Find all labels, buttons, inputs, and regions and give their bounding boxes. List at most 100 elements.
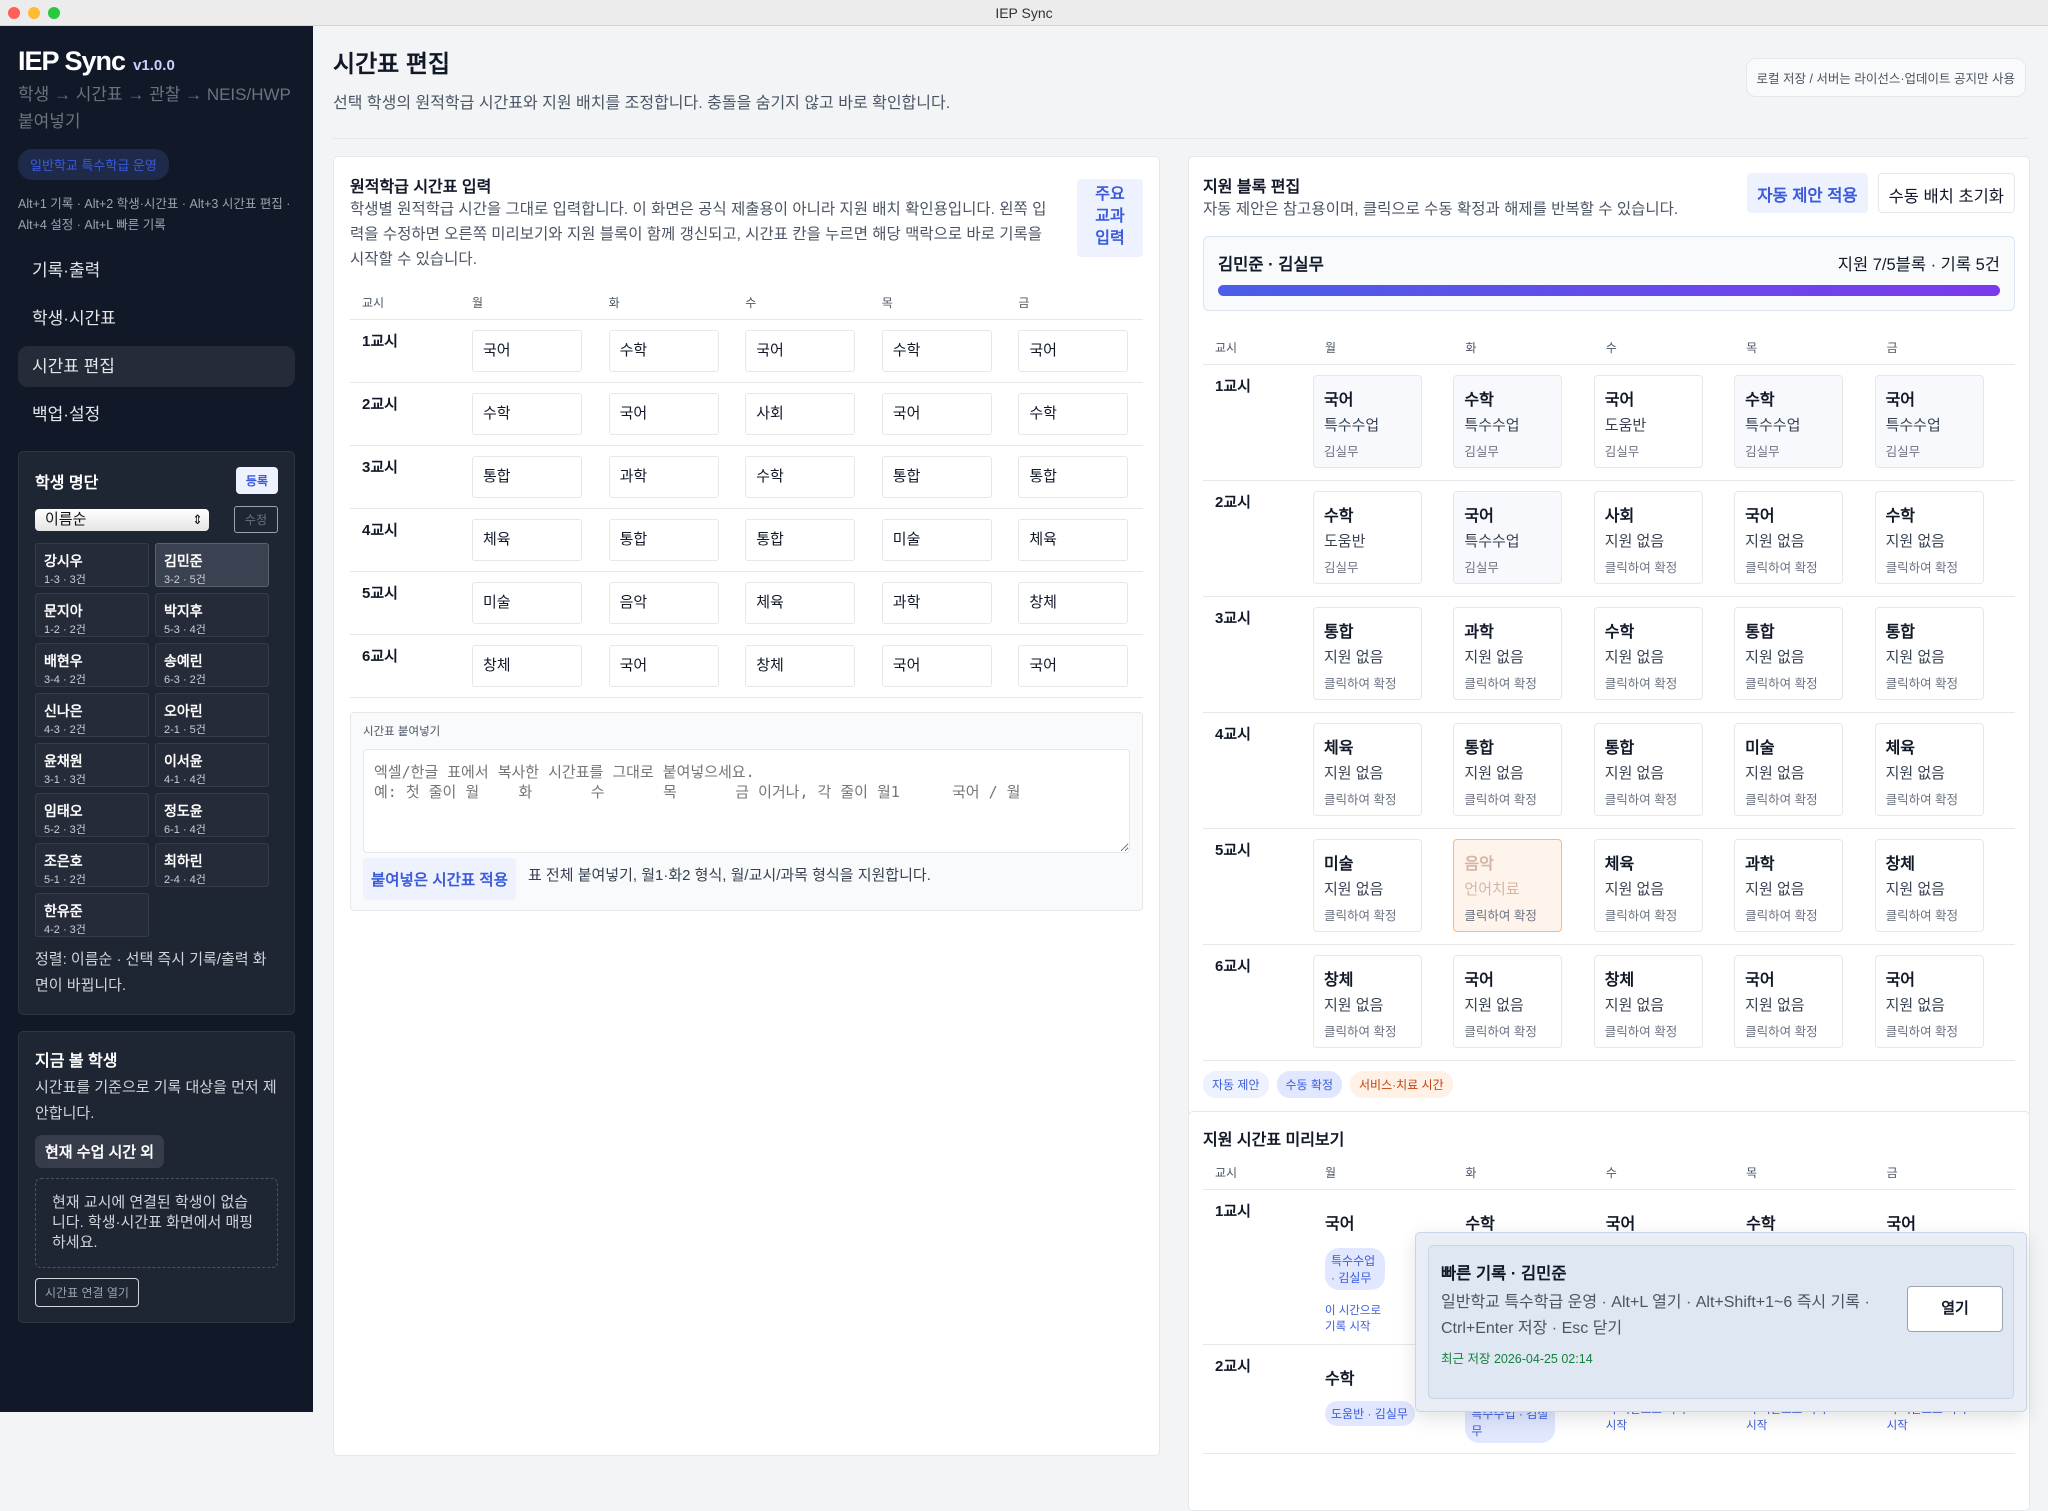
- subject-input[interactable]: 수학: [608, 330, 719, 372]
- subject-input[interactable]: 통합: [1018, 456, 1129, 498]
- student-card[interactable]: 이서윤 4-1 · 4건: [155, 743, 269, 787]
- close-window-button[interactable]: [8, 7, 20, 19]
- student-card[interactable]: 박지후 5-3 · 4건: [155, 593, 269, 637]
- student-card[interactable]: 한유준 4-2 · 3건: [35, 893, 149, 937]
- subject-input[interactable]: 국어: [608, 645, 719, 687]
- period-label: 2교시: [350, 382, 460, 446]
- support-block[interactable]: 수학 특수수업 김실무: [1453, 375, 1563, 468]
- subject-input[interactable]: 통합: [472, 456, 582, 498]
- subject-input[interactable]: 체육: [472, 519, 582, 561]
- subject-input[interactable]: 미술: [881, 519, 992, 561]
- support-block[interactable]: 창체 지원 없음 클릭하여 확정: [1874, 839, 1984, 932]
- subject-input[interactable]: 국어: [881, 393, 992, 435]
- block-staff: 클릭하여 확정: [1745, 561, 1818, 575]
- block-subject: 창체: [1604, 972, 1635, 989]
- reset-manual-button[interactable]: 수동 배치 초기화: [1877, 173, 2015, 213]
- support-block[interactable]: 국어 지원 없음 클릭하여 확정: [1453, 955, 1563, 1048]
- subject-input[interactable]: 국어: [881, 645, 992, 687]
- support-block[interactable]: 체육 지원 없음 클릭하여 확정: [1313, 723, 1422, 816]
- support-block[interactable]: 수학 지원 없음 클릭하여 확정: [1874, 491, 1984, 584]
- student-card[interactable]: 조은호 5-1 · 2건: [35, 843, 149, 887]
- support-block[interactable]: 음악 언어치료 클릭하여 확정: [1453, 839, 1563, 932]
- sort-select[interactable]: 이름순: [35, 508, 209, 531]
- support-block[interactable]: 과학 지원 없음 클릭하여 확정: [1734, 839, 1844, 932]
- support-block[interactable]: 국어 지원 없음 클릭하여 확정: [1734, 955, 1844, 1048]
- sidebar-item-2[interactable]: 시간표 편집: [18, 346, 295, 387]
- subject-input[interactable]: 통합: [608, 519, 719, 561]
- support-block[interactable]: 국어 도움반 김실무: [1593, 375, 1703, 468]
- subject-input[interactable]: 국어: [472, 330, 582, 372]
- support-block[interactable]: 창체 지원 없음 클릭하여 확정: [1313, 955, 1422, 1048]
- subject-input[interactable]: 통합: [881, 456, 992, 498]
- subject-input[interactable]: 수학: [472, 393, 582, 435]
- subject-input[interactable]: 국어: [1018, 645, 1129, 687]
- support-block[interactable]: 통합 지원 없음 클릭하여 확정: [1593, 723, 1703, 816]
- block-type: 지원 없음: [1885, 649, 1945, 666]
- apply-paste-button[interactable]: 붙여넣은 시간표 적용: [363, 858, 516, 900]
- support-block[interactable]: 사회 지원 없음 클릭하여 확정: [1593, 491, 1703, 584]
- zoom-window-button[interactable]: [48, 7, 60, 19]
- support-block[interactable]: 수학 지원 없음 클릭하여 확정: [1593, 607, 1703, 700]
- subject-input[interactable]: 통합: [745, 519, 856, 561]
- support-block[interactable]: 국어 지원 없음 클릭하여 확정: [1874, 955, 1984, 1048]
- block-type: 지원 없음: [1745, 765, 1805, 782]
- student-card[interactable]: 윤채원 3-1 · 3건: [35, 743, 149, 787]
- support-block[interactable]: 수학 특수수업 김실무: [1734, 375, 1844, 468]
- support-block[interactable]: 과학 지원 없음 클릭하여 확정: [1453, 607, 1563, 700]
- subject-input[interactable]: 창체: [745, 645, 856, 687]
- support-block[interactable]: 체육 지원 없음 클릭하여 확정: [1874, 723, 1984, 816]
- start-record-link[interactable]: 이 시간으로 기록 시작: [1325, 1305, 1382, 1333]
- student-card[interactable]: 송예린 6-3 · 2건: [155, 643, 269, 687]
- support-block[interactable]: 국어 지원 없음 클릭하여 확정: [1734, 491, 1844, 584]
- subject-input[interactable]: 수학: [1018, 393, 1129, 435]
- support-block[interactable]: 창체 지원 없음 클릭하여 확정: [1593, 955, 1703, 1048]
- student-card[interactable]: 김민준 3-2 · 5건: [155, 543, 269, 587]
- student-card[interactable]: 오아린 2-1 · 5건: [155, 693, 269, 737]
- subject-input[interactable]: 국어: [745, 330, 856, 372]
- subject-input[interactable]: 수학: [745, 456, 856, 498]
- student-card[interactable]: 강시우 1-3 · 3건: [35, 543, 149, 587]
- support-block[interactable]: 통합 지원 없음 클릭하여 확정: [1734, 607, 1844, 700]
- quick-open-button[interactable]: 열기: [1907, 1286, 2003, 1332]
- support-block[interactable]: 국어 특수수업 김실무: [1874, 375, 1984, 468]
- minimize-window-button[interactable]: [28, 7, 40, 19]
- register-button[interactable]: 등록: [235, 467, 278, 494]
- support-block[interactable]: 체육 지원 없음 클릭하여 확정: [1593, 839, 1703, 932]
- subject-input[interactable]: 체육: [745, 582, 856, 624]
- sidebar-item-3[interactable]: 백업·설정: [32, 405, 101, 424]
- student-card[interactable]: 최하린 2-4 · 4건: [155, 843, 269, 887]
- subject-input[interactable]: 미술: [472, 582, 582, 624]
- edit-button[interactable]: 수정: [233, 506, 278, 533]
- table-row: 1교시 국어 수학 국어 수학 국어: [350, 319, 1143, 383]
- student-card[interactable]: 정도윤 6-1 · 4건: [155, 793, 269, 837]
- support-block[interactable]: 국어 특수수업 김실무: [1453, 491, 1563, 584]
- subject-input[interactable]: 과학: [608, 456, 719, 498]
- support-block[interactable]: 통합 지원 없음 클릭하여 확정: [1874, 607, 1984, 700]
- subject-input[interactable]: 음악: [608, 582, 719, 624]
- support-block[interactable]: 통합 지원 없음 클릭하여 확정: [1453, 723, 1563, 816]
- subject-input[interactable]: 사회: [745, 393, 856, 435]
- support-block[interactable]: 미술 지원 없음 클릭하여 확정: [1734, 723, 1844, 816]
- sidebar-item-1[interactable]: 학생·시간표: [32, 309, 116, 328]
- subject-input[interactable]: 국어: [1018, 330, 1129, 372]
- subject-input[interactable]: 창체: [472, 645, 582, 687]
- support-block[interactable]: 수학 도움반 김실무: [1313, 491, 1422, 584]
- subject-input[interactable]: 국어: [608, 393, 719, 435]
- paste-textarea[interactable]: [363, 749, 1130, 853]
- support-block[interactable]: 국어 특수수업 김실무: [1313, 375, 1422, 468]
- subject-input[interactable]: 창체: [1018, 582, 1129, 624]
- subject-input[interactable]: 체육: [1018, 519, 1129, 561]
- support-block[interactable]: 통합 지원 없음 클릭하여 확정: [1313, 607, 1422, 700]
- student-card[interactable]: 임태오 5-2 · 3건: [35, 793, 149, 837]
- subject-input[interactable]: 과학: [881, 582, 992, 624]
- student-card[interactable]: 문지아 1-2 · 2건: [35, 593, 149, 637]
- apply-auto-suggest-button[interactable]: 자동 제안 적용: [1747, 173, 1868, 213]
- sidebar-item-0[interactable]: 기록·출력: [32, 261, 101, 280]
- subject-input[interactable]: 수학: [881, 330, 992, 372]
- block-staff: 김실무: [1464, 561, 1499, 575]
- student-card[interactable]: 신나은 4-3 · 2건: [35, 693, 149, 737]
- student-card[interactable]: 배현우 3-4 · 2건: [35, 643, 149, 687]
- open-timetable-link-button[interactable]: 시간표 연결 열기: [35, 1278, 139, 1307]
- support-block[interactable]: 미술 지원 없음 클릭하여 확정: [1313, 839, 1422, 932]
- main-subject-button[interactable]: 주요 교과 입력: [1077, 179, 1143, 257]
